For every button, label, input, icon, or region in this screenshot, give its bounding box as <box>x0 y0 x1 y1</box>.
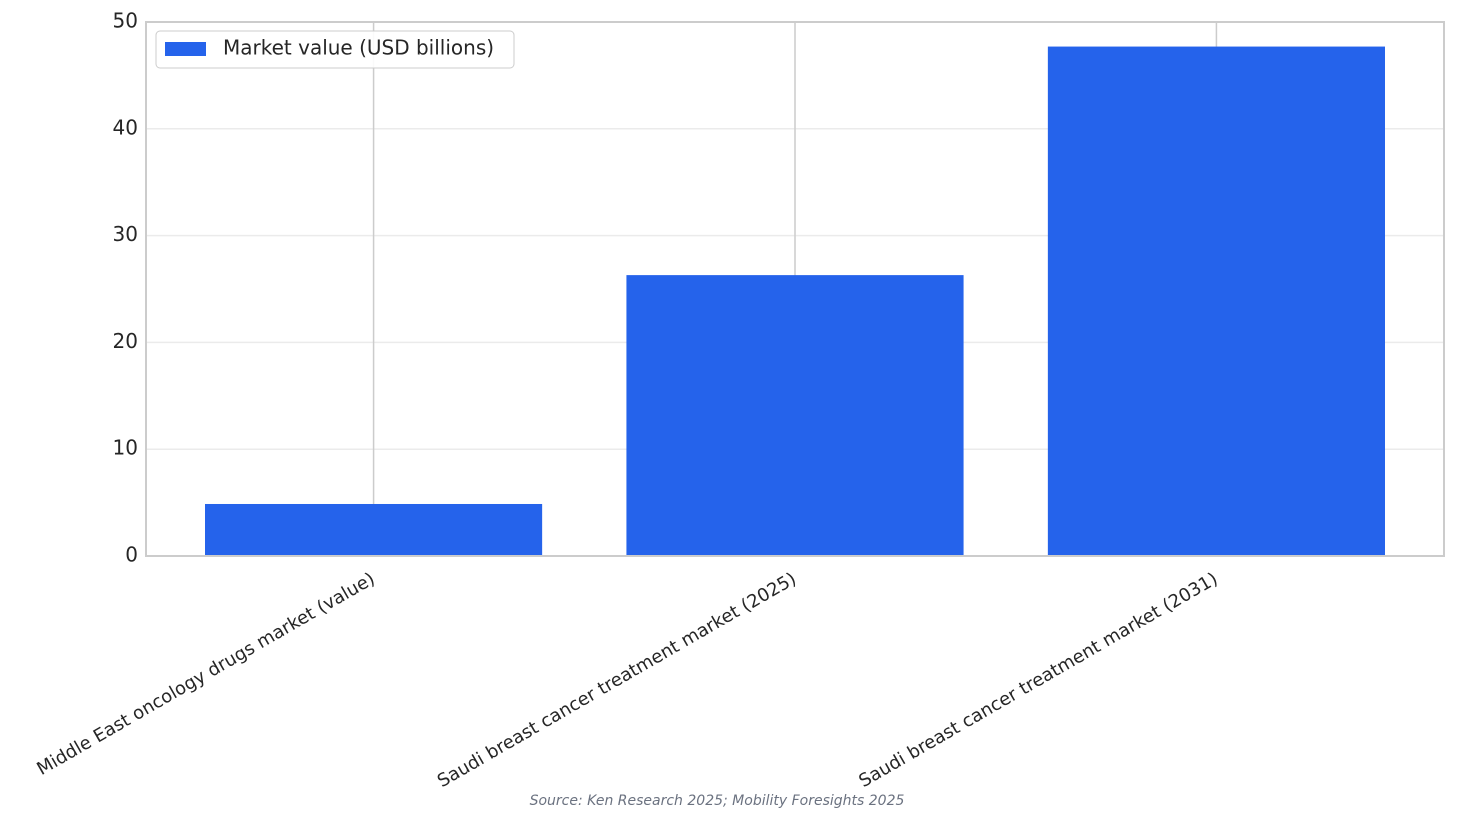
x-tick-label: Saudi breast cancer treatment market (20… <box>855 568 1221 791</box>
x-tick-label: Middle East oncology drugs market (value… <box>33 568 378 779</box>
legend-box <box>155 30 515 69</box>
source-note: Source: Ken Research 2025; Mobility Fore… <box>530 793 905 809</box>
y-tick-label: 40 <box>113 115 138 139</box>
x-tick-label: Saudi breast cancer treatment market (20… <box>434 568 800 791</box>
y-tick-label: 20 <box>113 329 138 353</box>
y-tick-label: 0 <box>125 543 138 567</box>
bar <box>1047 46 1385 557</box>
bar <box>205 503 543 556</box>
y-tick-label: 30 <box>113 222 138 246</box>
y-tick-label: 50 <box>113 9 138 33</box>
legend-swatch <box>165 42 206 56</box>
bar <box>626 275 964 556</box>
legend-label: Market value (USD billions) <box>223 36 494 60</box>
plot-border <box>145 21 1445 557</box>
y-tick-label: 10 <box>113 436 138 460</box>
